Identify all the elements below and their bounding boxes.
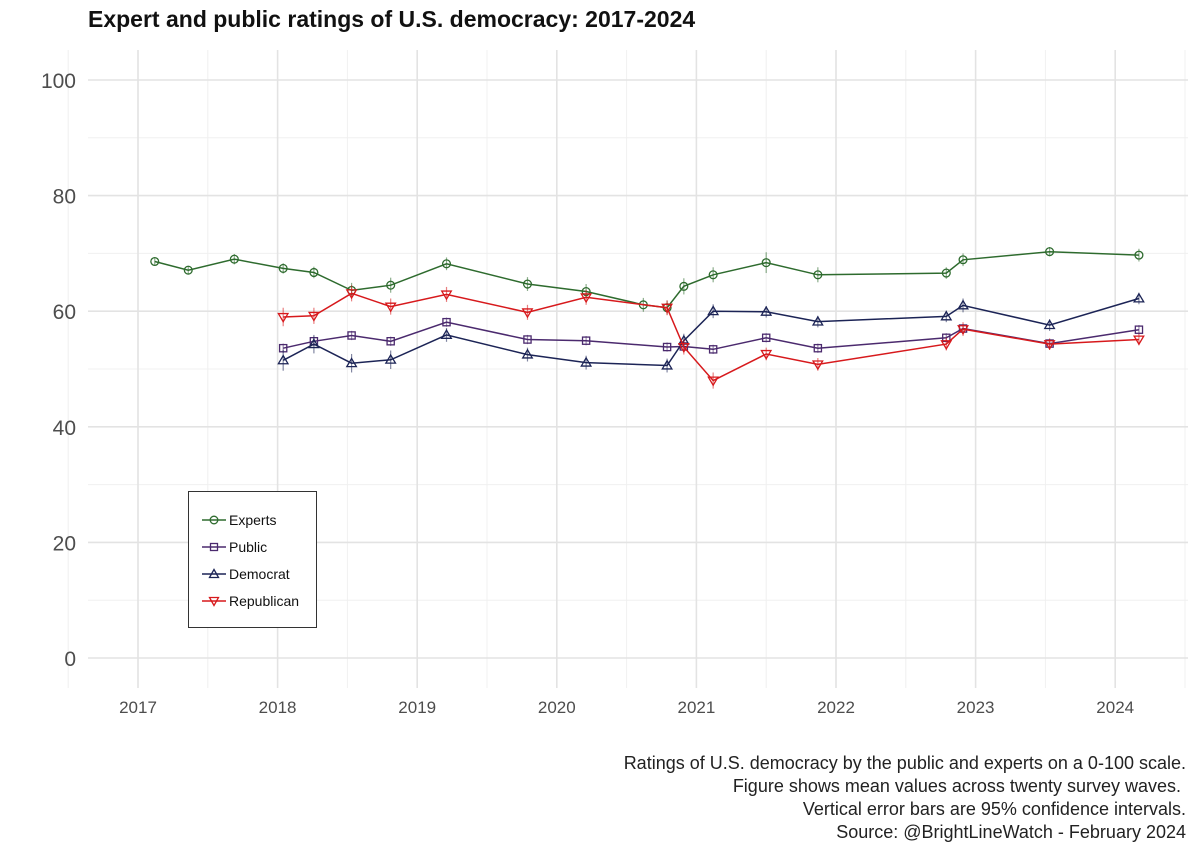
y-tick-label: 60 (53, 301, 76, 324)
data-point-public (761, 333, 771, 343)
x-tick-label: 2024 (1096, 698, 1134, 717)
data-point-public (581, 336, 591, 345)
data-point-republican (957, 325, 969, 336)
data-point-public (708, 345, 718, 354)
legend-item-public: Public (201, 537, 267, 557)
x-tick-label: 2020 (538, 698, 576, 717)
x-tick-label: 2017 (119, 698, 157, 717)
data-point-experts (941, 268, 951, 278)
data-point-public (1134, 325, 1144, 334)
data-point-experts (813, 270, 823, 280)
data-point-experts (150, 256, 160, 267)
legend-label-republican: Republican (229, 593, 300, 609)
data-point-democrat (521, 348, 534, 359)
series-line-democrat (282, 297, 1140, 367)
data-point-republican (940, 340, 953, 351)
data-point-republican (345, 289, 358, 300)
data-point-experts (708, 270, 718, 280)
data-point-experts (309, 267, 319, 278)
data-point-democrat (580, 356, 593, 367)
legend-label-experts: Experts (229, 512, 277, 528)
data-point-experts (958, 255, 968, 265)
data-point-republican (307, 311, 320, 322)
data-point-experts (679, 281, 689, 291)
series-line-republican (283, 292, 1139, 382)
chart-title: Expert and public ratings of U.S. democr… (88, 6, 696, 32)
series-line-public (283, 321, 1140, 351)
chart-caption: Ratings of U.S. democracy by the public … (624, 752, 1186, 844)
data-point-republican (440, 290, 453, 301)
caption-line: Vertical error bars are 95% confidence i… (802, 799, 1186, 819)
data-point-democrat (440, 328, 453, 339)
data-point-public (442, 317, 451, 327)
data-point-democrat (307, 338, 320, 349)
legend-item-experts: Experts (201, 510, 276, 530)
data-point-experts (278, 263, 288, 273)
data-point-experts (183, 265, 193, 275)
data-point-democrat (811, 315, 824, 326)
data-point-democrat (661, 359, 674, 370)
x-tick-label: 2018 (259, 698, 297, 717)
data-point-republican (707, 376, 720, 387)
x-tick-label: 2023 (957, 698, 995, 717)
data-point-experts (522, 279, 533, 289)
data-point-experts (441, 259, 452, 269)
data-point-democrat (940, 310, 953, 321)
x-tick-label: 2021 (677, 698, 715, 717)
data-point-republican (760, 349, 773, 360)
data-point-experts (761, 258, 771, 268)
data-point-democrat (957, 299, 969, 310)
series-line-experts (154, 250, 1139, 309)
legend-label-democrat: Democrat (229, 566, 290, 582)
data-point-republican (1132, 335, 1145, 346)
data-point-republican (580, 293, 593, 304)
data-point-republican (521, 308, 534, 319)
data-point-republican (661, 303, 674, 314)
data-point-republican (811, 360, 824, 371)
legend-item-republican: Republican (201, 591, 299, 611)
data-point-democrat (384, 353, 397, 364)
data-point-democrat (345, 357, 358, 368)
data-point-republican (277, 312, 290, 323)
x-tick-label: 2019 (398, 698, 436, 717)
y-tick-label: 40 (53, 417, 76, 440)
data-point-public (347, 331, 356, 340)
data-point-public (386, 337, 395, 346)
y-tick-label: 100 (41, 70, 76, 93)
legend-label-public: Public (229, 539, 268, 555)
data-point-democrat (707, 305, 720, 316)
data-point-democrat (1043, 319, 1056, 330)
data-point-public (813, 343, 823, 353)
data-point-experts (229, 254, 239, 264)
chart-legend: Experts Public Democrat Republican (188, 491, 317, 628)
data-point-republican (677, 342, 690, 354)
data-point-democrat (1132, 292, 1145, 303)
data-point-democrat (277, 354, 290, 365)
x-tick-label: 2022 (817, 698, 855, 717)
data-point-republican (1043, 340, 1056, 351)
data-point-experts (386, 280, 396, 290)
caption-line: Figure shows mean values across twenty s… (732, 776, 1186, 796)
legend-item-democrat: Democrat (201, 564, 290, 584)
legend-swatch-experts (202, 515, 226, 525)
data-point-democrat (760, 305, 773, 316)
data-point-public (662, 342, 672, 352)
caption-line: Ratings of U.S. democracy by the public … (623, 753, 1186, 773)
y-tick-label: 20 (53, 532, 76, 555)
legend-swatch-republican (202, 596, 226, 607)
data-point-public (523, 335, 532, 344)
data-point-republican (384, 302, 397, 313)
caption-line: Source: @BrightLineWatch - February 2024 (836, 822, 1186, 842)
legend-swatch-democrat (202, 568, 226, 579)
data-point-experts (1045, 247, 1055, 257)
legend-swatch-public (202, 542, 226, 552)
data-point-experts (1134, 250, 1144, 260)
y-tick-label: 80 (53, 186, 76, 209)
y-tick-label: 0 (64, 648, 76, 671)
